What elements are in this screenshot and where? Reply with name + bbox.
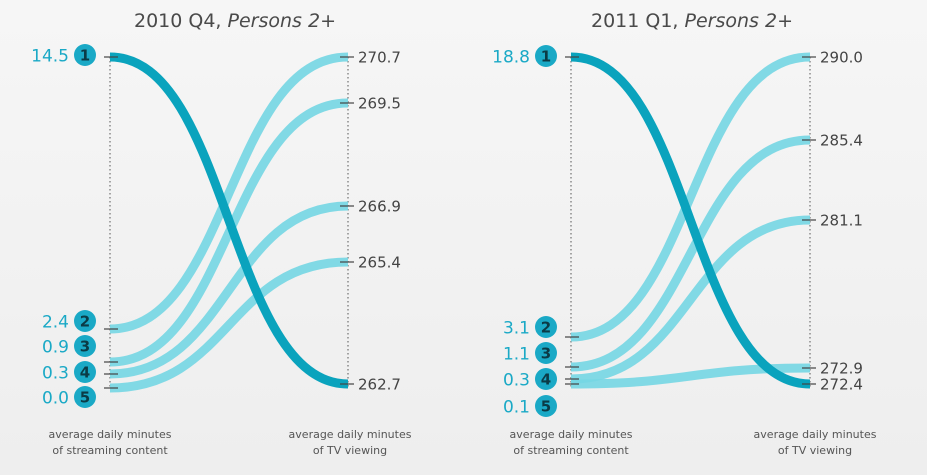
- streaming-value: 18.8: [492, 48, 530, 68]
- series-line-rank-2: [570, 52, 811, 342]
- right-axis-label-2: of TV viewing: [313, 444, 387, 457]
- series-line-rank-3: [570, 135, 811, 372]
- series-line-rank-4: [109, 201, 349, 379]
- tv-value: 262.7: [358, 376, 401, 394]
- rank-badge: [74, 335, 96, 357]
- rank-number: 1: [80, 47, 90, 65]
- rank-number: 5: [80, 389, 90, 407]
- tv-value: 265.4: [358, 254, 401, 272]
- rank-badge: [535, 395, 557, 417]
- chart-title-italic: Persons 2+: [228, 10, 336, 32]
- left-axis-label-2: of streaming content: [52, 444, 168, 457]
- right-axis-label: average daily minutes: [754, 428, 877, 441]
- streaming-value: 0.3: [42, 364, 69, 384]
- rank-number: 1: [541, 48, 551, 66]
- rank-number: 4: [541, 371, 551, 389]
- slope-panel-1: 2010 Q4, Persons 2+114.5262.722.4270.730…: [31, 10, 412, 457]
- streaming-value: 0.0: [42, 389, 69, 409]
- left-axis-label-2: of streaming content: [513, 444, 629, 457]
- tv-value: 281.1: [820, 212, 863, 230]
- rank-badge: [535, 368, 557, 390]
- rank-number: 2: [541, 319, 551, 337]
- rank-badge: [535, 342, 557, 364]
- rank-badge: [74, 361, 96, 383]
- tv-value: 285.4: [820, 132, 863, 150]
- streaming-value: 3.1: [503, 319, 530, 339]
- tv-value: 266.9: [358, 198, 401, 216]
- right-axis-label-2: of TV viewing: [778, 444, 852, 457]
- rank-badge: [74, 310, 96, 332]
- chart-title: 2010 Q4, Persons 2+: [134, 10, 336, 32]
- streaming-value: 0.1: [503, 398, 530, 418]
- rank-badge: [74, 386, 96, 408]
- rank-number: 2: [80, 313, 90, 331]
- tv-value: 272.4: [820, 376, 863, 394]
- tv-value: 272.9: [820, 360, 863, 378]
- streaming-value: 0.9: [42, 338, 69, 358]
- chart-title-italic: Persons 2+: [685, 10, 793, 32]
- rank-number: 5: [541, 398, 551, 416]
- series-line-rank-5: [109, 257, 349, 393]
- slope-panel-2: 2011 Q1, Persons 2+ 1 18.8 272.4 2 3.1 290.0 31…: [492, 10, 877, 457]
- tv-value: 290.0: [820, 49, 863, 67]
- streaming-value: 1.1: [503, 345, 530, 365]
- streaming-value: 0.3: [503, 371, 530, 391]
- rank-badge: [535, 45, 557, 67]
- tv-value: 270.7: [358, 49, 401, 67]
- chart-title: 2011 Q1, Persons 2+: [591, 10, 793, 32]
- rank-number: 4: [80, 364, 90, 382]
- rank-badge: [74, 44, 96, 66]
- tv-value: 269.5: [358, 95, 401, 113]
- rank-number: 3: [541, 345, 551, 363]
- series-line-rank-4: [570, 215, 811, 384]
- left-axis-label: average daily minutes: [510, 428, 633, 441]
- right-axis-label: average daily minutes: [289, 428, 412, 441]
- chart-title-main: 2010 Q4,: [134, 10, 228, 32]
- streaming-value: 14.5: [31, 47, 69, 67]
- streaming-value: 2.4: [42, 313, 69, 333]
- series-line-rank-1: [570, 52, 811, 389]
- rank-badge: [535, 316, 557, 338]
- series-line-rank-1: [109, 52, 349, 389]
- series-line-rank-2: [109, 52, 349, 334]
- chart-title-main: 2011 Q1,: [591, 10, 685, 32]
- left-axis-label: average daily minutes: [49, 428, 172, 441]
- rank-number: 3: [80, 338, 90, 356]
